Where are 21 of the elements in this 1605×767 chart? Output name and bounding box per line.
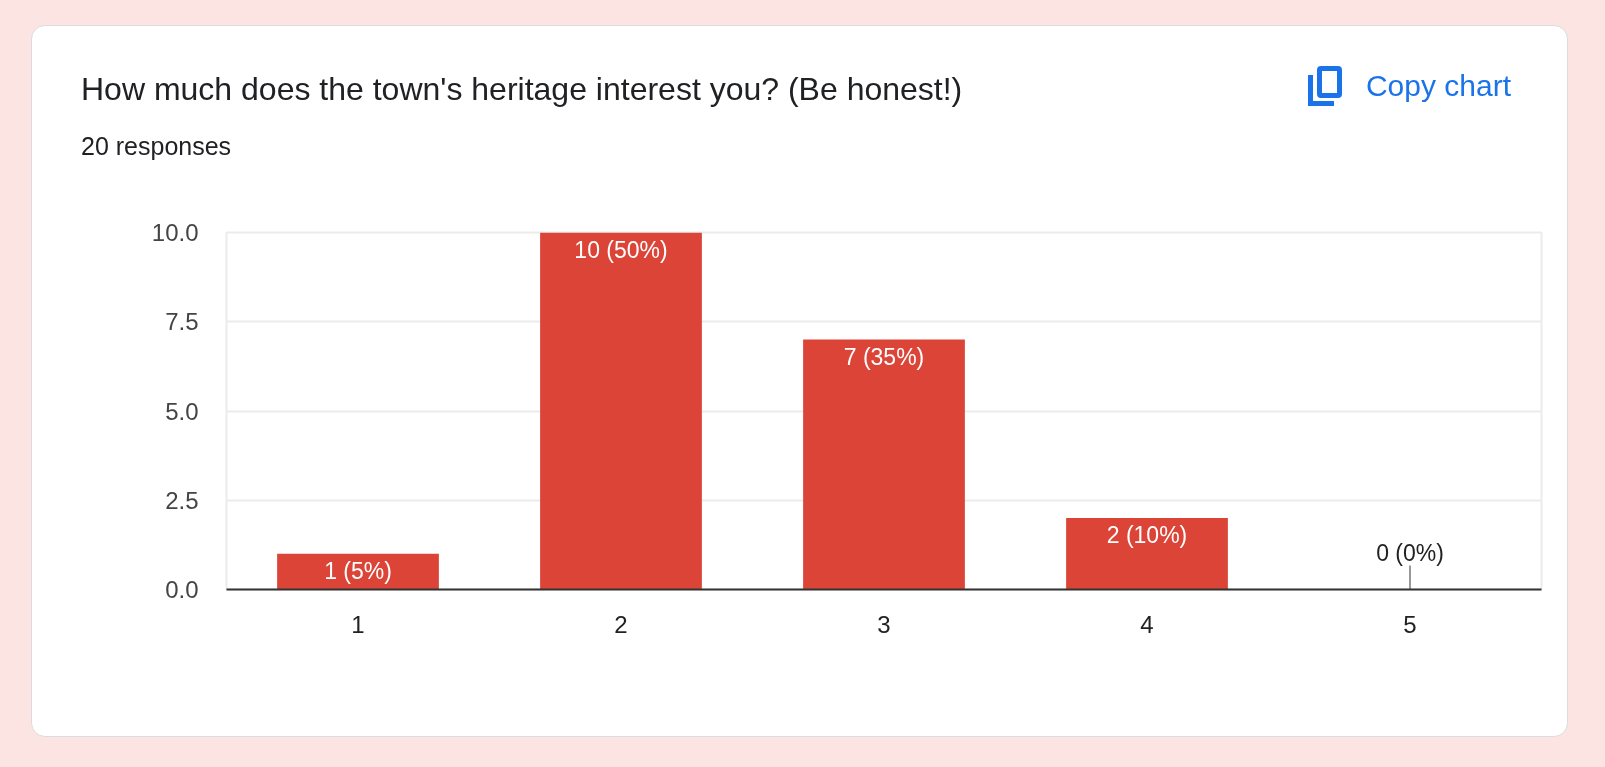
y-tick-label: 10.0 <box>151 219 199 246</box>
bar <box>1066 518 1228 590</box>
y-tick-label: 0.0 <box>165 576 199 603</box>
chart-title: How much does the town's heritage interest you? (Be honest!) <box>81 70 963 108</box>
x-tick-label: 2 <box>614 610 628 638</box>
data-label: 7 (35%) <box>843 343 925 370</box>
data-label: 1 (5%) <box>324 557 392 584</box>
data-label: 0 (0%) <box>1376 539 1444 566</box>
y-tick-label: 5.0 <box>165 397 199 425</box>
y-tick-label: 7.5 <box>165 308 199 336</box>
x-tick-label: 3 <box>877 610 891 638</box>
bar <box>540 232 702 590</box>
x-tick-label: 4 <box>1140 610 1154 638</box>
data-label: 2 (10%) <box>1106 522 1188 549</box>
x-tick-label: 5 <box>1403 610 1417 638</box>
text: Copy chart <box>1365 68 1511 104</box>
y-tick-label: 2.5 <box>165 486 199 514</box>
x-tick-label: 1 <box>351 610 365 638</box>
chart-subtitle: 20 responses <box>81 132 232 161</box>
data-label: 10 (50%) <box>574 236 668 263</box>
bar <box>803 339 965 590</box>
